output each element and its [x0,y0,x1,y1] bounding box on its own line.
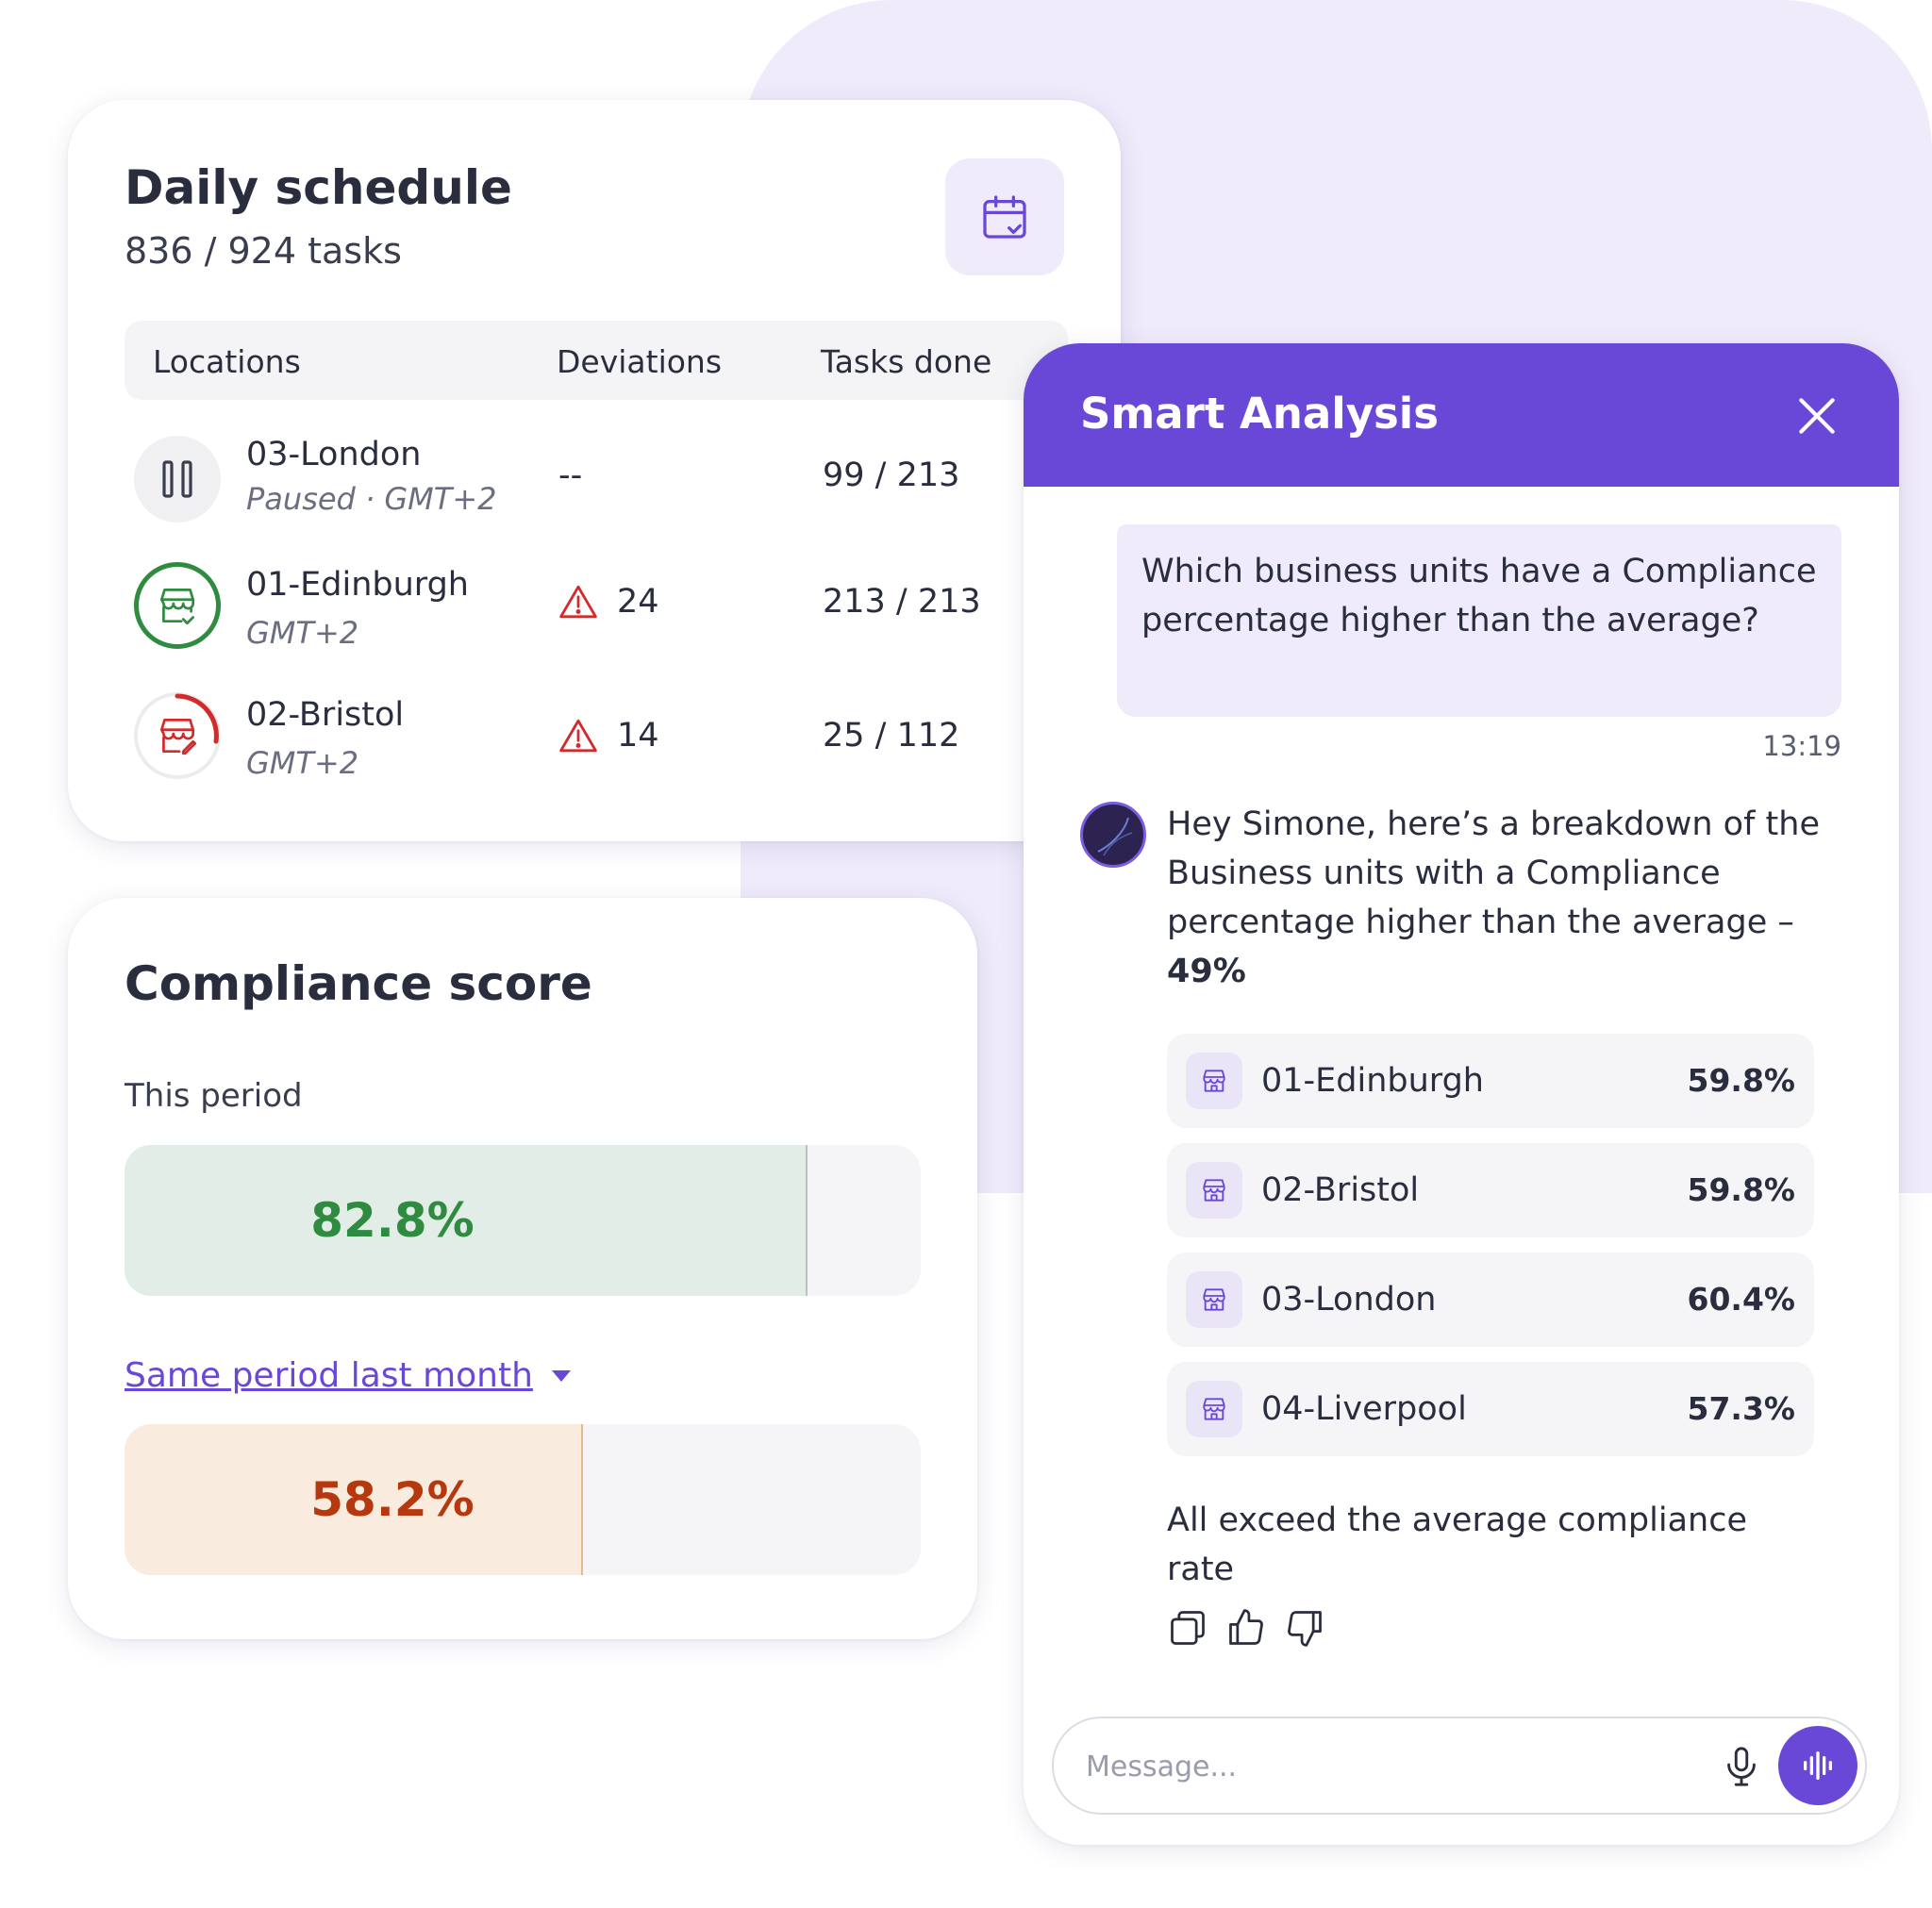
tasks-done: 213 / 213 [823,583,981,621]
smart-analysis-title: Smart Analysis [1080,389,1440,439]
copy-icon[interactable] [1167,1607,1208,1649]
tasks-done: 25 / 112 [823,717,960,755]
thumbs-down-icon[interactable] [1284,1607,1325,1649]
calendar-check-icon [983,195,1026,239]
business-unit-item[interactable]: 01-Edinburgh 59.8% [1167,1034,1814,1128]
business-unit-item[interactable]: 02-Bristol 59.8% [1167,1143,1814,1237]
close-icon[interactable] [1793,392,1840,440]
voice-wave-icon [1804,1751,1832,1780]
smart-analysis-header: Smart Analysis [1024,343,1899,487]
this-period-label: This period [125,1077,303,1115]
deviation-count: 24 [558,583,659,621]
column-deviations: Deviations [557,343,723,380]
compare-period-value: 58.2% [310,1472,475,1527]
warning-icon [559,585,597,619]
this-period-bar: 82.8% [125,1145,921,1296]
this-period-fill [125,1145,808,1296]
deviation-count: 14 [558,717,659,755]
assistant-avatar [1080,802,1146,868]
store-icon [1186,1271,1242,1328]
caret-down-icon [551,1369,571,1382]
table-row[interactable]: 03-London Paused · GMT+2 -- 99 / 213 [68,436,1106,558]
unit-percentage: 57.3% [1687,1390,1796,1427]
location-timezone: Paused · GMT+2 [246,481,497,517]
message-composer [1052,1717,1867,1815]
warning-icon [559,719,597,753]
daily-schedule-card: Daily schedule 836 / 924 tasks Locations… [68,100,1121,841]
location-timezone: GMT+2 [246,615,359,651]
microphone-icon[interactable] [1720,1745,1763,1788]
table-row[interactable]: 02-Bristol GMT+2 14 25 / 112 [68,692,1106,815]
this-period-value: 82.8% [310,1193,475,1248]
pause-status-icon [134,436,221,523]
deviation-value: 14 [617,717,659,755]
unit-name: 02-Bristol [1261,1171,1420,1209]
unit-percentage: 59.8% [1687,1171,1796,1208]
unit-percentage: 59.8% [1687,1062,1796,1099]
column-tasks-done: Tasks done [821,343,992,380]
user-question-bubble: Which business units have a Compliance p… [1117,524,1841,717]
schedule-task-count: 836 / 924 tasks [125,230,402,272]
table-row[interactable]: 01-Edinburgh GMT+2 24 213 / 213 [68,562,1106,685]
compare-period-label: Same period last month [125,1356,533,1395]
store-icon [1186,1053,1242,1109]
unit-percentage: 60.4% [1687,1281,1796,1318]
store-progress-icon [134,692,221,779]
compliance-score-card: Compliance score This period 82.8% Same … [68,898,977,1639]
unit-name: 04-Liverpool [1261,1390,1467,1428]
reply-text: Hey Simone, here’s a breakdown of the Bu… [1167,805,1820,941]
message-timestamp: 13:19 [1762,730,1841,762]
compare-period-fill [125,1424,584,1575]
thumbs-up-icon[interactable] [1225,1607,1267,1649]
location-name: 03-London [246,436,422,473]
reply-average: 49% [1167,953,1246,990]
deviation-value: 24 [617,583,659,621]
calendar-button[interactable] [945,158,1064,275]
business-unit-item[interactable]: 04-Liverpool 57.3% [1167,1362,1814,1456]
column-locations: Locations [153,343,301,380]
tasks-done: 99 / 213 [823,456,960,494]
schedule-title: Daily schedule [125,160,512,215]
unit-name: 01-Edinburgh [1261,1062,1484,1100]
table-header: Locations Deviations Tasks done [125,321,1068,400]
unit-name: 03-London [1261,1281,1437,1319]
assistant-summary: All exceed the average compliance rate [1167,1502,1747,1588]
deviation-value: -- [558,456,583,494]
message-input[interactable] [1084,1739,1673,1794]
assistant-reply: Hey Simone, here’s a breakdown of the Bu… [1167,800,1846,996]
compare-period-dropdown[interactable]: Same period last month [125,1356,571,1395]
compare-period-bar: 58.2% [125,1424,921,1575]
smart-analysis-panel: Smart Analysis Which business units have… [1024,343,1899,1845]
business-unit-item[interactable]: 03-London 60.4% [1167,1253,1814,1347]
voice-button[interactable] [1778,1726,1857,1805]
deviation-count: -- [558,456,582,494]
store-icon [1186,1381,1242,1437]
location-name: 02-Bristol [246,696,405,734]
store-complete-icon [134,562,221,649]
store-icon [1186,1162,1242,1219]
location-name: 01-Edinburgh [246,566,469,604]
compliance-title: Compliance score [125,956,592,1011]
location-timezone: GMT+2 [246,745,359,781]
